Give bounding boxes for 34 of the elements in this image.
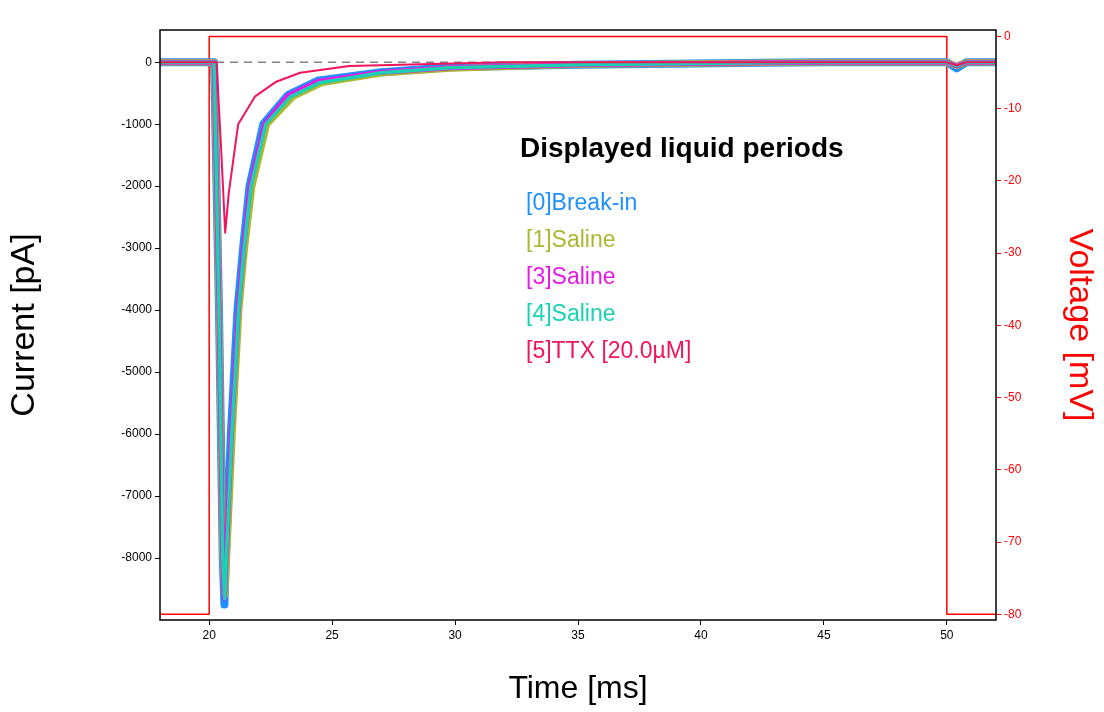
y2-tick-label: -60 xyxy=(1004,462,1022,477)
text: [0]Break-in xyxy=(526,188,639,217)
y2-tick-label: -40 xyxy=(1004,317,1022,332)
y2-tick-label: -50 xyxy=(1004,389,1022,404)
y2-axis-title: Voltage [mV] xyxy=(1063,228,1102,422)
y-tick-label: -3000 xyxy=(121,240,153,255)
x-tick-label: 50 xyxy=(940,627,954,642)
y2-tick-label: -20 xyxy=(1004,173,1022,188)
x-tick-label: 35 xyxy=(571,627,585,642)
y-tick-label: -1000 xyxy=(121,116,153,131)
y-tick-label: -4000 xyxy=(121,302,153,317)
y-tick-label: 0 xyxy=(145,54,153,69)
x-tick-label: 45 xyxy=(817,627,831,642)
text: [1]Saline xyxy=(526,225,617,254)
y-tick-label: -8000 xyxy=(121,550,153,565)
text: [3]Saline xyxy=(526,262,617,291)
y-tick-label: -5000 xyxy=(121,364,153,379)
x-tick-label: 30 xyxy=(448,627,463,642)
text: [4]Saline xyxy=(526,299,617,328)
legend-title: Displayed liquid periods xyxy=(520,132,844,164)
y2-tick-label: -10 xyxy=(1004,101,1022,116)
x-tick-label: 40 xyxy=(694,627,708,642)
y-tick-label: -2000 xyxy=(121,178,153,193)
y-tick-label: -6000 xyxy=(121,426,153,441)
y-axis-title: Current [pA] xyxy=(2,233,41,417)
y-tick-label: -7000 xyxy=(121,488,153,503)
x-axis-title: Time [ms] xyxy=(508,668,648,705)
y2-tick-label: -30 xyxy=(1004,245,1022,260)
y2-tick-label: -70 xyxy=(1004,534,1022,549)
text: [5]TTX [20.0µM] xyxy=(526,336,693,365)
x-tick-label: 25 xyxy=(325,627,340,642)
y2-tick-label: 0 xyxy=(1004,28,1011,43)
x-tick-label: 20 xyxy=(202,627,217,642)
y2-tick-label: -80 xyxy=(1004,606,1022,621)
